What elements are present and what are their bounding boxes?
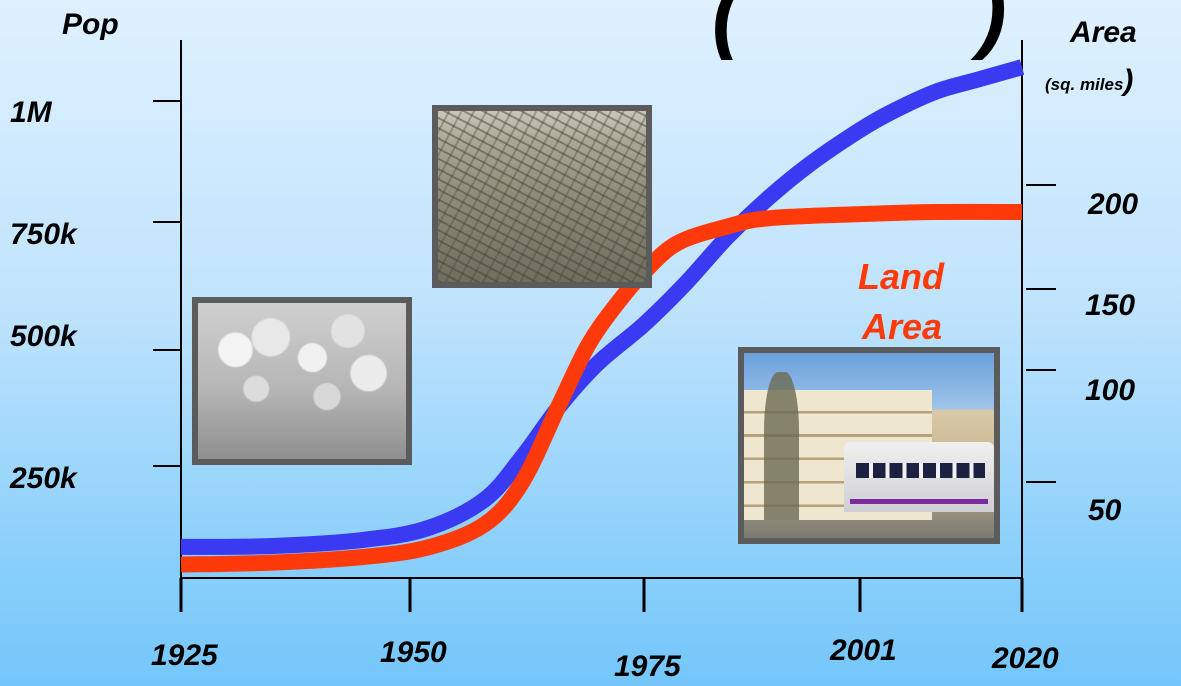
x-tick-label-2001: 2001 <box>829 634 897 667</box>
right-axis-title: Area <box>1069 16 1137 49</box>
land-area-label-line2: Area <box>861 306 942 347</box>
left-tick-label-1: 500k <box>10 320 78 353</box>
axes: 1925 1950 1975 2001 2020 250k 500k 750k 1M 50 100 1… <box>9 40 1138 683</box>
right-tick-label-3: 200 <box>1087 188 1138 221</box>
left-tick-label-2: 750k <box>10 218 78 251</box>
aerial-suburb-image <box>438 111 646 282</box>
x-tick-label-2020: 2020 <box>991 642 1059 675</box>
x-tick-label-1975: 1975 <box>614 650 682 683</box>
aerial-suburb-photo <box>432 105 652 288</box>
land-area-label-line1: Land <box>858 256 945 297</box>
right-axis-units-text: (sq. miles <box>1045 75 1123 94</box>
blossom-orchard-photo <box>192 297 412 465</box>
x-tick-label-1950: 1950 <box>380 636 447 669</box>
right-axis-units-paren: ) <box>1120 64 1133 97</box>
series-layer <box>180 59 1025 573</box>
light-rail-train <box>844 441 994 513</box>
left-tick-label-3: 1M <box>10 96 53 129</box>
right-tick-label-0: 50 <box>1088 494 1122 527</box>
tree-silhouette <box>764 371 799 520</box>
header-right-paren: ) <box>970 0 1007 61</box>
land-area-series-line <box>180 203 1023 573</box>
light-rail-image <box>744 353 994 538</box>
blossom-orchard-image <box>198 303 406 459</box>
right-axis-units: (sq. miles) <box>1045 64 1133 97</box>
left-tick-label-0: 250k <box>9 462 78 495</box>
header-partial: ( ) <box>712 0 1007 61</box>
x-tick-label-1925: 1925 <box>151 639 219 672</box>
left-axis-title: Pop <box>62 8 119 41</box>
light-rail-photo <box>738 347 1000 544</box>
header-left-paren: ( <box>712 0 749 61</box>
right-tick-label-2: 150 <box>1085 289 1135 322</box>
right-tick-label-1: 100 <box>1085 374 1135 407</box>
population-series-line <box>180 59 1025 555</box>
